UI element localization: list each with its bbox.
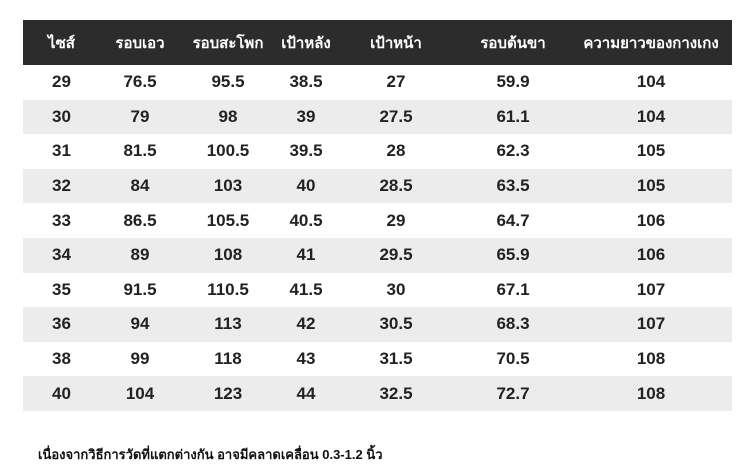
measurement-cell: 67.1 <box>456 272 570 308</box>
measurement-cell: 68.3 <box>456 307 570 342</box>
measurement-cell: 38.5 <box>276 65 336 100</box>
measurement-cell: 65.9 <box>456 237 570 273</box>
size-cell: 38 <box>23 341 100 377</box>
measurement-cell: 106 <box>570 237 732 273</box>
measurement-cell: 84 <box>100 168 180 204</box>
measurement-cell: 29 <box>336 203 456 238</box>
measurement-cell: 59.9 <box>456 65 570 100</box>
measurement-cell: 105 <box>570 134 732 169</box>
measurement-cell: 41.5 <box>276 272 336 308</box>
size-cell: 32 <box>23 168 100 204</box>
table-row: 36 94 113 42 30.5 68.3 107 <box>23 307 732 342</box>
measurement-cell: 30.5 <box>336 307 456 342</box>
measurement-note: เนื่องจากวิธีการวัดที่แตกต่างกัน อาจมีคล… <box>38 447 383 462</box>
size-cell: 34 <box>23 237 100 273</box>
measurement-cell: 91.5 <box>100 272 180 308</box>
measurement-cell: 86.5 <box>100 203 180 238</box>
measurement-cell: 28.5 <box>336 168 456 204</box>
size-cell: 31 <box>23 134 100 169</box>
table-row: 30 79 98 39 27.5 61.1 104 <box>23 99 732 135</box>
measurement-cell: 30 <box>336 272 456 308</box>
size-cell: 36 <box>23 307 100 342</box>
measurement-cell: 110.5 <box>180 272 276 308</box>
measurement-cell: 107 <box>570 307 732 342</box>
measurement-cell: 118 <box>180 341 276 377</box>
measurement-cell: 29.5 <box>336 237 456 273</box>
measurement-cell: 31.5 <box>336 341 456 377</box>
table-row: 32 84 103 40 28.5 63.5 105 <box>23 168 732 204</box>
measurement-cell: 98 <box>180 99 276 135</box>
measurement-cell: 40.5 <box>276 203 336 238</box>
size-cell: 35 <box>23 272 100 308</box>
measurement-cell: 61.1 <box>456 99 570 135</box>
measurement-cell: 39.5 <box>276 134 336 169</box>
measurement-cell: 28 <box>336 134 456 169</box>
size-chart-table: ไซส์ รอบเอว รอบสะโพก เป้าหลัง เป้าหน้า รอบต้น… <box>23 20 732 411</box>
measurement-cell: 95.5 <box>180 65 276 100</box>
measurement-cell: 108 <box>570 376 732 411</box>
measurement-cell: 108 <box>570 341 732 377</box>
table-body: 29 76.5 95.5 38.5 27 59.9 104 30 79 98 39 27.5 61.1 1… <box>23 65 732 411</box>
measurement-cell: 108 <box>180 237 276 273</box>
column-header: เป้าหลัง <box>276 20 336 65</box>
measurement-cell: 104 <box>570 65 732 100</box>
column-header: รอบต้นขา <box>456 20 570 65</box>
size-cell: 33 <box>23 203 100 238</box>
header-row: ไซส์ รอบเอว รอบสะโพก เป้าหลัง เป้าหน้า รอบต้น… <box>23 20 732 65</box>
column-header: เป้าหน้า <box>336 20 456 65</box>
table-row: 40 104 123 44 32.5 72.7 108 <box>23 376 732 411</box>
measurement-cell: 103 <box>180 168 276 204</box>
table-row: 29 76.5 95.5 38.5 27 59.9 104 <box>23 65 732 100</box>
measurement-cell: 99 <box>100 341 180 377</box>
measurement-cell: 62.3 <box>456 134 570 169</box>
measurement-cell: 39 <box>276 99 336 135</box>
measurement-cell: 32.5 <box>336 376 456 411</box>
measurement-cell: 70.5 <box>456 341 570 377</box>
measurement-cell: 27.5 <box>336 99 456 135</box>
table-row: 38 99 118 43 31.5 70.5 108 <box>23 341 732 377</box>
measurement-cell: 43 <box>276 341 336 377</box>
measurement-cell: 72.7 <box>456 376 570 411</box>
measurement-cell: 41 <box>276 237 336 273</box>
column-header: ความยาวของกางเกง <box>570 20 732 65</box>
measurement-cell: 105 <box>570 168 732 204</box>
measurement-cell: 42 <box>276 307 336 342</box>
measurement-cell: 105.5 <box>180 203 276 238</box>
measurement-cell: 123 <box>180 376 276 411</box>
measurement-cell: 104 <box>100 376 180 411</box>
measurement-cell: 76.5 <box>100 65 180 100</box>
column-header: รอบสะโพก <box>180 20 276 65</box>
measurement-cell: 94 <box>100 307 180 342</box>
size-cell: 29 <box>23 65 100 100</box>
size-cell: 40 <box>23 376 100 411</box>
table-row: 35 91.5 110.5 41.5 30 67.1 107 <box>23 272 732 308</box>
measurement-cell: 27 <box>336 65 456 100</box>
column-header: รอบเอว <box>100 20 180 65</box>
measurement-cell: 106 <box>570 203 732 238</box>
measurement-cell: 107 <box>570 272 732 308</box>
measurement-cell: 44 <box>276 376 336 411</box>
measurement-cell: 113 <box>180 307 276 342</box>
column-header: ไซส์ <box>23 20 100 65</box>
measurement-cell: 104 <box>570 99 732 135</box>
table-row: 31 81.5 100.5 39.5 28 62.3 105 <box>23 134 732 169</box>
size-cell: 30 <box>23 99 100 135</box>
table-row: 34 89 108 41 29.5 65.9 106 <box>23 237 732 273</box>
measurement-cell: 100.5 <box>180 134 276 169</box>
measurement-cell: 64.7 <box>456 203 570 238</box>
measurement-cell: 81.5 <box>100 134 180 169</box>
table-row: 33 86.5 105.5 40.5 29 64.7 106 <box>23 203 732 238</box>
measurement-cell: 63.5 <box>456 168 570 204</box>
measurement-cell: 79 <box>100 99 180 135</box>
measurement-cell: 89 <box>100 237 180 273</box>
measurement-cell: 40 <box>276 168 336 204</box>
